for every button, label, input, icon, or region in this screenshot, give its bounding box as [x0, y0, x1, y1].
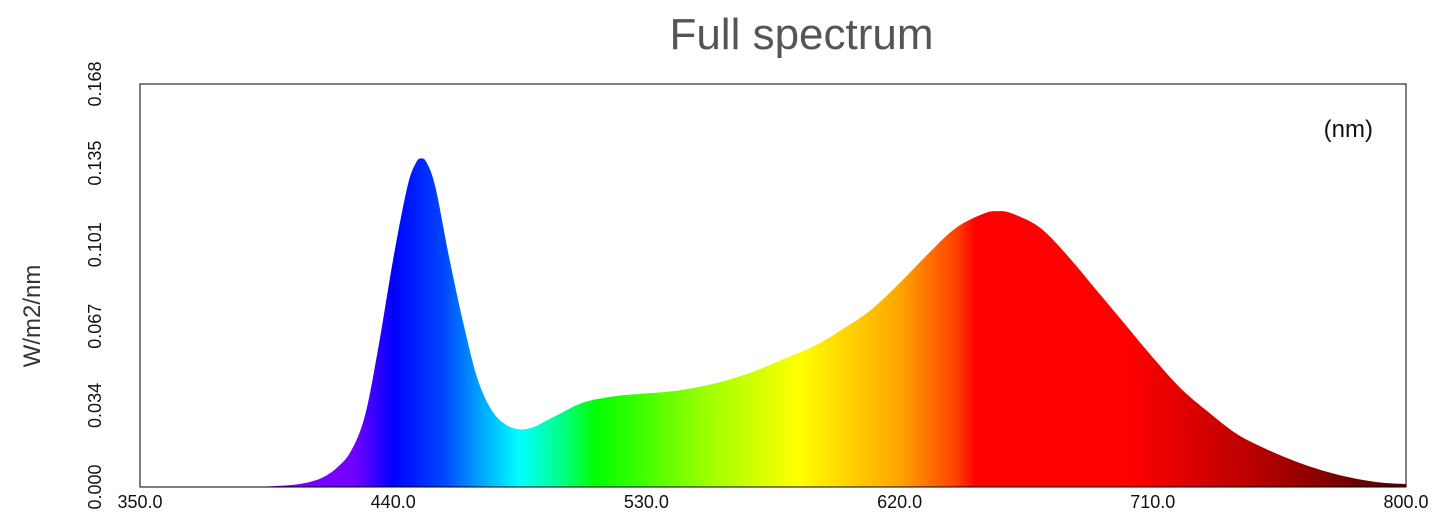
- x-tick-label: 800.0: [1383, 492, 1428, 512]
- y-tick-label: 0.101: [85, 222, 105, 267]
- y-tick-label: 0.135: [85, 141, 105, 186]
- spectrum-area: [140, 158, 1406, 487]
- x-tick-label: 620.0: [877, 492, 922, 512]
- chart-title: Full spectrum: [669, 10, 934, 59]
- y-tick-label: 0.034: [85, 383, 105, 428]
- y-axis-ticks: 0.000 0.034 0.067 0.101 0.135 0.168: [85, 61, 105, 509]
- unit-annotation: (nm): [1324, 116, 1373, 143]
- plot-frame: [139, 83, 1407, 488]
- x-axis-ticks: 350.0 440.0 530.0 620.0 710.0 800.0: [117, 492, 1428, 512]
- x-tick-label: 350.0: [117, 492, 162, 512]
- y-tick-label: 0.000: [85, 464, 105, 509]
- x-tick-label: 530.0: [624, 492, 669, 512]
- x-tick-label: 710.0: [1130, 492, 1175, 512]
- x-tick-label: 440.0: [371, 492, 416, 512]
- y-tick-label: 0.168: [85, 61, 105, 106]
- y-tick-label: 0.067: [85, 304, 105, 349]
